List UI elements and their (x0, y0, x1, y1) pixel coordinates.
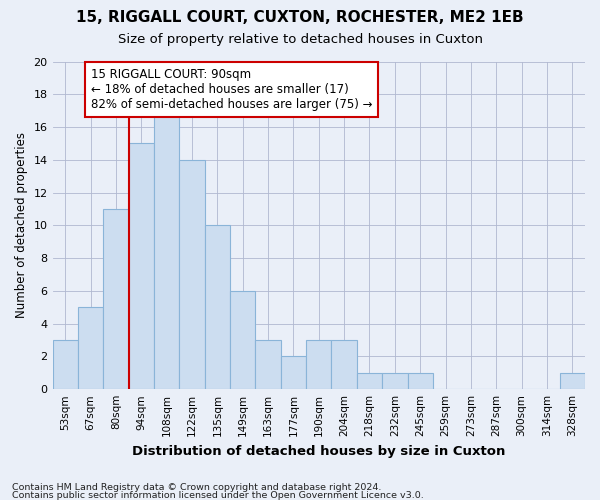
Bar (382, 373, 407, 389)
Bar (281, 356, 306, 389)
Text: 15 RIGGALL COURT: 90sqm
← 18% of detached houses are smaller (17)
82% of semi-de: 15 RIGGALL COURT: 90sqm ← 18% of detache… (91, 68, 372, 111)
Text: Contains public sector information licensed under the Open Government Licence v3: Contains public sector information licen… (12, 491, 424, 500)
Bar (306, 340, 331, 389)
Y-axis label: Number of detached properties: Number of detached properties (15, 132, 28, 318)
Bar (53, 340, 78, 389)
Text: 15, RIGGALL COURT, CUXTON, ROCHESTER, ME2 1EB: 15, RIGGALL COURT, CUXTON, ROCHESTER, ME… (76, 10, 524, 25)
Text: Contains HM Land Registry data © Crown copyright and database right 2024.: Contains HM Land Registry data © Crown c… (12, 484, 382, 492)
Bar (205, 226, 230, 389)
Bar (230, 291, 256, 389)
Bar (179, 160, 205, 389)
Bar (78, 308, 103, 389)
Text: Size of property relative to detached houses in Cuxton: Size of property relative to detached ho… (118, 32, 482, 46)
Bar (103, 209, 128, 389)
Bar (357, 373, 382, 389)
Bar (154, 110, 179, 389)
Bar (128, 144, 154, 389)
Bar (256, 340, 281, 389)
X-axis label: Distribution of detached houses by size in Cuxton: Distribution of detached houses by size … (132, 444, 505, 458)
Bar (331, 340, 357, 389)
Bar (560, 373, 585, 389)
Bar (407, 373, 433, 389)
